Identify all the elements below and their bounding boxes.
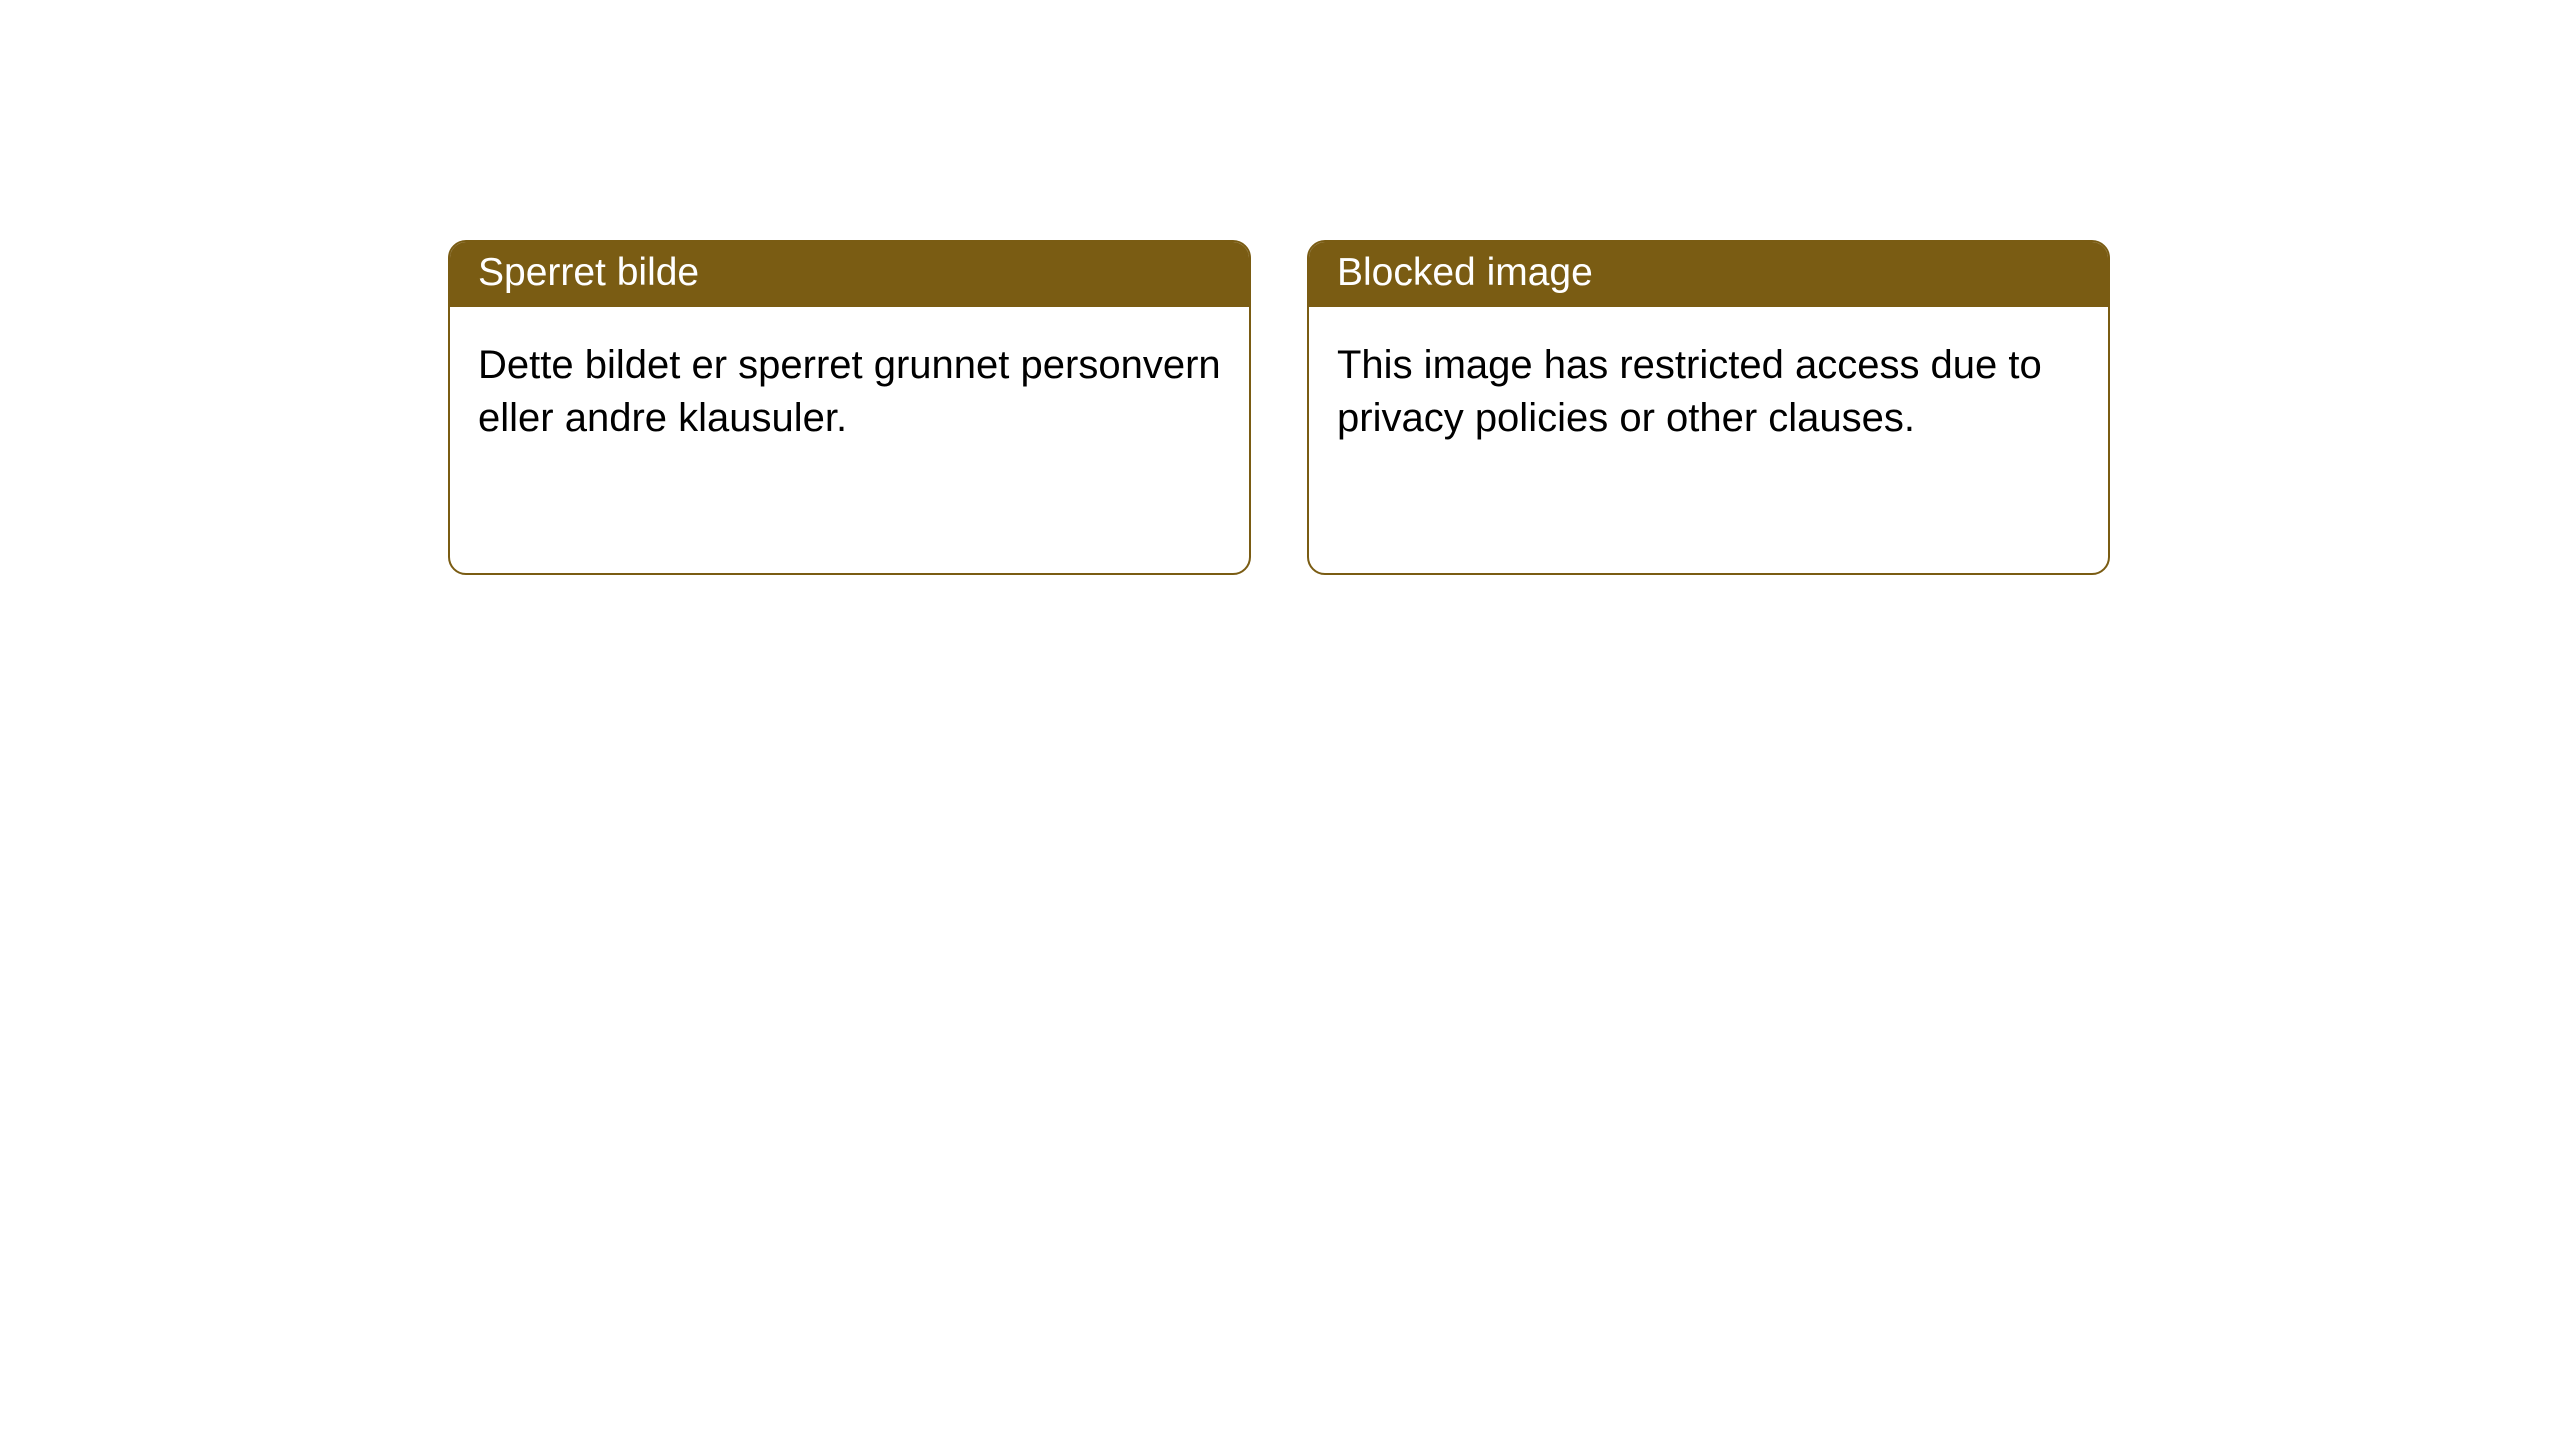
notice-box-english: Blocked image This image has restricted … — [1307, 240, 2110, 575]
notice-container: Sperret bilde Dette bildet er sperret gr… — [0, 0, 2560, 575]
notice-body: This image has restricted access due to … — [1309, 307, 2108, 477]
notice-box-norwegian: Sperret bilde Dette bildet er sperret gr… — [448, 240, 1251, 575]
notice-body: Dette bildet er sperret grunnet personve… — [450, 307, 1249, 477]
notice-header: Sperret bilde — [450, 242, 1249, 307]
notice-header: Blocked image — [1309, 242, 2108, 307]
